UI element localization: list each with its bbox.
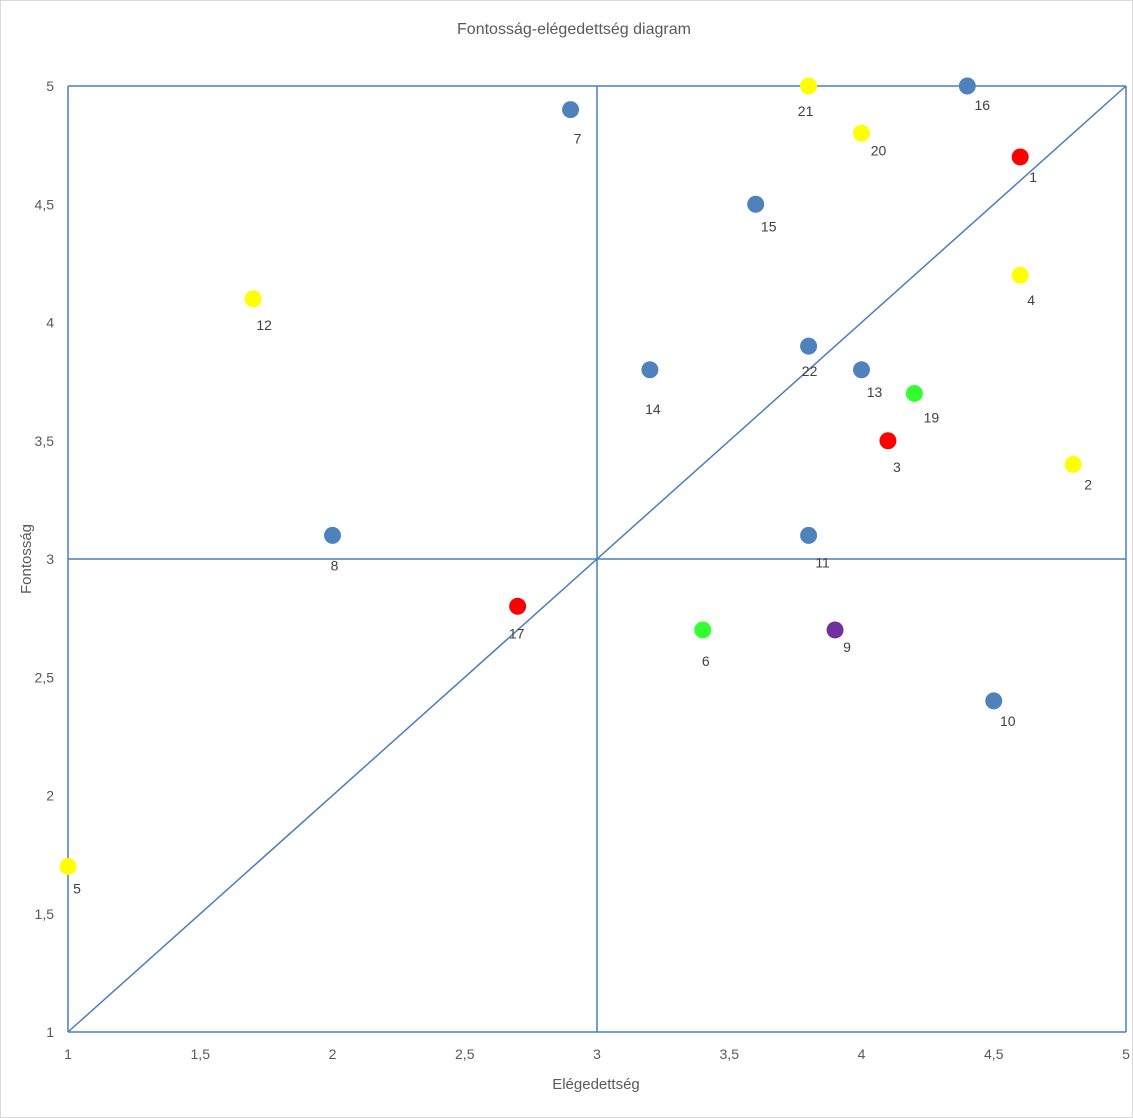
data-label-2: 2	[1084, 476, 1092, 492]
data-label-14: 14	[645, 401, 661, 417]
data-point-11	[800, 526, 818, 544]
diagonal-reference-line	[67, 85, 1127, 1033]
x-tick-label: 1,5	[191, 1046, 211, 1062]
data-point-22	[800, 337, 818, 355]
x-tick-label: 5	[1122, 1046, 1130, 1062]
data-point-16	[958, 77, 976, 95]
data-label-21: 21	[798, 103, 814, 119]
y-tick-label: 3	[46, 551, 54, 567]
data-label-4: 4	[1027, 292, 1035, 308]
x-tick-label: 2	[329, 1046, 337, 1062]
data-label-15: 15	[761, 218, 777, 234]
x-tick-label: 4,5	[984, 1046, 1004, 1062]
data-point-3	[879, 432, 897, 450]
x-tick-label: 4	[858, 1046, 866, 1062]
data-label-5: 5	[73, 880, 81, 896]
y-tick-label: 1	[46, 1024, 54, 1040]
y-tick-label: 2	[46, 788, 54, 804]
data-label-20: 20	[871, 142, 887, 158]
data-point-21	[800, 77, 818, 95]
y-tick-label: 2,5	[35, 669, 55, 685]
data-point-9	[826, 621, 844, 639]
data-label-8: 8	[331, 557, 339, 573]
data-point-20	[853, 124, 870, 142]
data-point-10	[985, 692, 1003, 710]
chart-title: Fontosság-elégedettség diagram	[457, 21, 691, 38]
data-label-17: 17	[509, 625, 525, 641]
data-point-5	[59, 857, 77, 875]
data-label-7: 7	[574, 131, 582, 147]
data-label-10: 10	[1000, 713, 1016, 729]
data-point-7	[562, 101, 580, 119]
data-points	[59, 77, 1082, 875]
data-point-6	[694, 621, 712, 639]
axis-ticks: 1 1,5 2 2,5 3 3,5 4 4,5 5 1 1,5 2 2,5 3 3,5 4 4,5 5	[35, 78, 1131, 1062]
x-tick-label: 3	[593, 1046, 601, 1062]
data-label-16: 16	[975, 97, 991, 113]
data-point-19	[905, 384, 923, 402]
x-tick-label: 3,5	[720, 1046, 740, 1062]
y-tick-label: 4,5	[35, 196, 55, 212]
y-tick-label: 3,5	[35, 433, 55, 449]
data-label-22: 22	[802, 363, 818, 379]
data-point-15	[747, 195, 765, 213]
data-point-13	[853, 361, 870, 379]
data-point-1	[1011, 148, 1029, 166]
x-axis-title: Elégedettség	[552, 1076, 640, 1093]
y-axis-title: Fontosság	[18, 524, 35, 594]
data-label-11: 11	[815, 554, 830, 570]
data-point-12	[244, 290, 262, 308]
data-label-13: 13	[867, 384, 883, 400]
data-label-6: 6	[702, 653, 710, 669]
data-label-9: 9	[843, 639, 851, 655]
y-tick-label: 1,5	[35, 906, 55, 922]
y-tick-label: 4	[46, 315, 54, 331]
data-point-17	[509, 597, 527, 615]
data-label-1: 1	[1029, 169, 1037, 185]
x-tick-label: 2,5	[455, 1046, 475, 1062]
data-point-8	[324, 526, 341, 544]
data-label-12: 12	[256, 317, 272, 333]
data-label-3: 3	[893, 459, 901, 475]
data-point-2	[1064, 455, 1082, 473]
data-point-4	[1011, 266, 1029, 284]
data-label-19: 19	[924, 409, 940, 425]
x-tick-label: 1	[64, 1046, 72, 1062]
y-tick-label: 5	[46, 78, 54, 94]
data-point-14	[641, 361, 659, 379]
